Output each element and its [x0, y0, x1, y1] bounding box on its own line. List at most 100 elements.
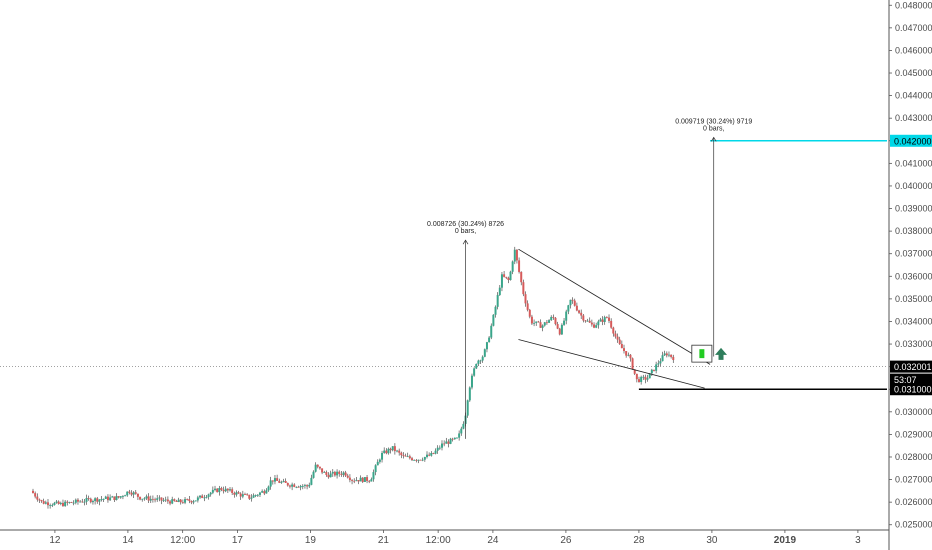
candle	[571, 299, 574, 301]
measure-sublabel: 0 bars,	[703, 125, 724, 132]
candle	[625, 351, 628, 356]
candle	[657, 363, 660, 365]
x-tick-label: 21	[378, 535, 390, 546]
candle	[184, 499, 187, 503]
candle	[218, 488, 221, 493]
candle	[357, 480, 360, 482]
measure-arrowhead	[462, 239, 469, 245]
candle	[303, 485, 306, 486]
candle	[248, 494, 251, 499]
candle	[258, 492, 261, 495]
candle	[620, 344, 623, 349]
candle	[434, 450, 437, 454]
candle	[344, 472, 347, 476]
candle	[477, 360, 480, 364]
candle	[188, 499, 191, 502]
candle	[76, 499, 79, 502]
candle	[301, 485, 304, 487]
candle	[612, 327, 615, 334]
candle	[321, 468, 324, 473]
candle	[537, 321, 540, 323]
candle	[453, 437, 456, 440]
measure-label: 0.009719 (30.24%) 9719	[675, 118, 752, 125]
candle	[38, 499, 41, 501]
candle	[233, 492, 236, 495]
candle	[376, 461, 379, 466]
current-price-tag-bg	[890, 360, 932, 373]
candle	[372, 472, 375, 480]
candle	[468, 387, 471, 401]
candle	[121, 496, 124, 498]
candle	[74, 499, 77, 503]
y-tick-label: 0.043000	[895, 113, 932, 123]
candle	[254, 495, 257, 496]
candle	[366, 477, 369, 481]
candle	[406, 456, 409, 458]
horizontal-line-tag: 0.031000	[894, 385, 932, 395]
y-tick-label: 0.048000	[895, 0, 932, 10]
candle	[312, 471, 315, 478]
countdown-tag: 53:07	[894, 375, 917, 385]
candle	[449, 438, 452, 444]
candle	[543, 322, 546, 326]
candle	[565, 311, 568, 321]
x-tick-label: 12	[49, 535, 61, 546]
candle	[310, 477, 313, 485]
candle	[363, 477, 366, 482]
candle	[102, 498, 105, 500]
candle	[46, 502, 49, 506]
candle	[603, 317, 606, 322]
candle	[381, 452, 384, 460]
candle	[432, 453, 435, 454]
candle	[104, 496, 107, 499]
candle	[64, 501, 67, 507]
candle	[661, 355, 664, 362]
candle	[451, 438, 454, 440]
y-tick-label: 0.026000	[895, 497, 932, 507]
candle	[34, 493, 37, 497]
candle	[239, 493, 242, 497]
candle	[618, 339, 621, 345]
candle	[130, 492, 133, 495]
candle	[278, 480, 281, 483]
candle	[136, 493, 139, 497]
candle	[192, 501, 195, 503]
y-tick-label: 0.029000	[895, 429, 932, 439]
candle	[53, 502, 56, 505]
candle	[36, 496, 39, 500]
candle	[383, 450, 386, 453]
candle	[511, 261, 514, 272]
candle	[642, 376, 645, 378]
candle	[421, 459, 424, 461]
candle	[599, 319, 602, 322]
candle	[627, 354, 630, 356]
x-tick-label: 14	[122, 535, 134, 546]
candle	[655, 364, 658, 371]
candle	[539, 322, 542, 328]
candle	[368, 480, 371, 482]
candle	[106, 496, 109, 501]
candle	[139, 496, 142, 500]
candle	[528, 309, 531, 317]
candle	[509, 271, 512, 281]
candle	[89, 498, 92, 503]
candle	[59, 502, 62, 505]
candle	[295, 486, 298, 488]
candle	[440, 443, 443, 448]
y-tick-label: 0.025000	[895, 520, 932, 530]
candle	[70, 502, 73, 504]
current-price-tag: 0.032001	[894, 362, 932, 372]
candle	[518, 260, 521, 272]
candle	[481, 356, 484, 361]
y-tick-label: 0.046000	[895, 45, 932, 55]
candle	[164, 499, 167, 501]
candle	[222, 489, 225, 492]
candle	[548, 320, 551, 323]
candle	[40, 500, 43, 502]
candle	[177, 499, 180, 502]
candle	[436, 447, 439, 451]
candle	[241, 494, 244, 497]
candle	[590, 322, 593, 325]
candle	[569, 299, 572, 306]
